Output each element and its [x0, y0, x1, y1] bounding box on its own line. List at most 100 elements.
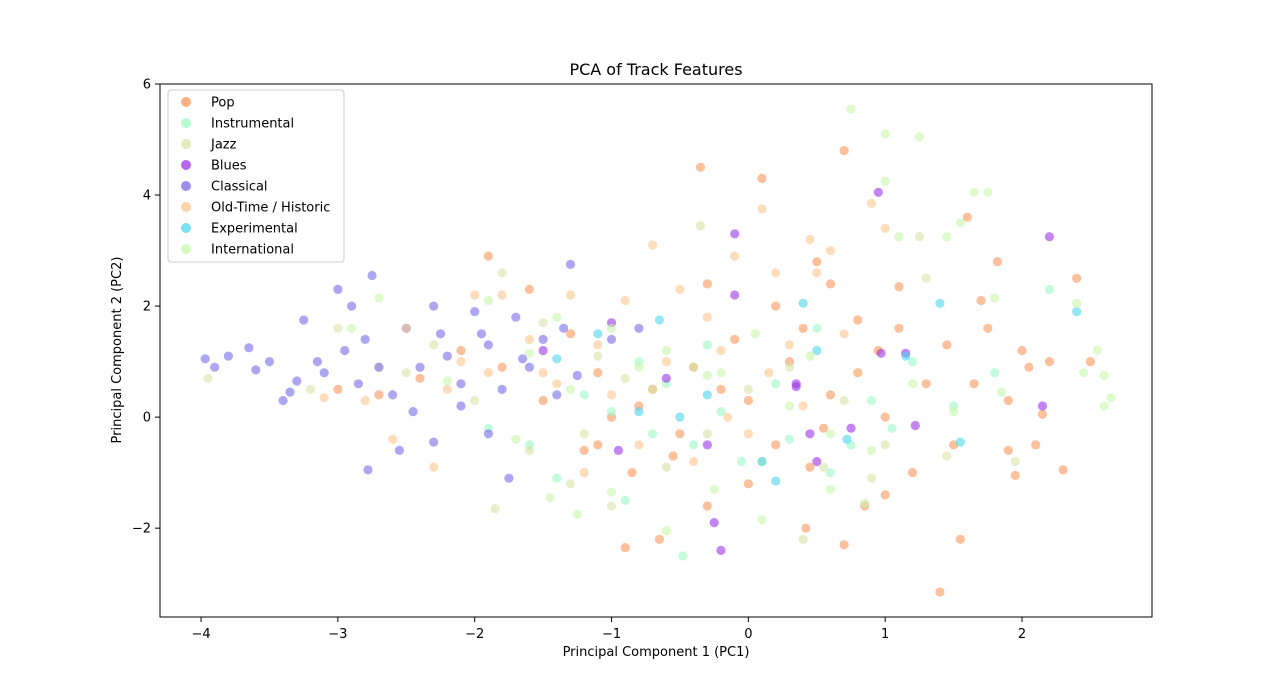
- data-point: [942, 232, 952, 242]
- data-point: [866, 198, 877, 208]
- series-pop: [333, 146, 1095, 597]
- data-point: [750, 329, 760, 339]
- data-point: [771, 268, 781, 278]
- data-point: [743, 429, 754, 439]
- data-point: [743, 395, 754, 406]
- data-point: [1044, 284, 1054, 294]
- data-point: [483, 295, 493, 306]
- data-point: [791, 382, 801, 392]
- data-point: [819, 462, 829, 472]
- data-point: [538, 345, 548, 356]
- legend-marker: [181, 202, 191, 212]
- data-point: [784, 401, 795, 411]
- data-point: [333, 384, 343, 394]
- y-tick-label: 2: [143, 300, 151, 315]
- data-point: [853, 315, 863, 325]
- data-point: [675, 429, 685, 439]
- data-point: [1079, 368, 1089, 378]
- data-point: [894, 282, 904, 292]
- data-point: [983, 187, 993, 197]
- data-point: [801, 523, 811, 533]
- data-point: [805, 351, 815, 361]
- data-point: [805, 462, 815, 472]
- data-point: [374, 293, 384, 303]
- data-point: [661, 357, 671, 367]
- series-jazz: [203, 221, 1020, 544]
- legend-label: Classical: [211, 180, 268, 195]
- data-point: [853, 368, 863, 378]
- data-point: [552, 379, 562, 389]
- data-point: [908, 357, 918, 367]
- data-point: [990, 293, 1000, 303]
- legend-label: Old-Time / Historic: [211, 201, 330, 216]
- data-point: [716, 384, 726, 394]
- data-point: [388, 434, 398, 444]
- data-point: [757, 456, 767, 467]
- legend-label: Pop: [211, 96, 235, 111]
- data-point: [942, 340, 952, 350]
- data-point: [620, 543, 630, 553]
- data-point: [921, 273, 931, 283]
- data-point: [689, 440, 699, 450]
- data-point: [702, 390, 712, 400]
- data-point: [613, 445, 624, 455]
- legend-label: Experimental: [211, 222, 298, 237]
- data-point: [702, 370, 712, 381]
- data-point: [1072, 307, 1082, 317]
- data-point: [579, 445, 589, 455]
- data-point: [1072, 273, 1082, 283]
- data-point: [771, 476, 781, 486]
- data-point: [593, 329, 603, 339]
- data-point: [846, 104, 856, 114]
- data-point: [1024, 362, 1034, 372]
- data-point: [593, 351, 603, 361]
- data-point: [702, 312, 712, 322]
- data-point: [456, 357, 466, 367]
- data-point: [363, 465, 373, 475]
- data-point: [648, 384, 658, 394]
- data-point: [1072, 298, 1082, 308]
- data-point: [319, 393, 329, 403]
- data-point: [771, 379, 781, 389]
- series-instrumental: [483, 284, 1054, 561]
- data-point: [456, 345, 466, 356]
- data-point: [839, 329, 849, 339]
- data-point: [805, 429, 815, 439]
- data-point: [415, 362, 425, 372]
- data-point: [497, 362, 507, 372]
- data-point: [367, 270, 377, 281]
- data-point: [695, 162, 706, 172]
- y-tick-label: 0: [143, 411, 151, 426]
- data-point: [654, 534, 665, 544]
- data-point: [661, 526, 671, 536]
- data-point: [497, 384, 507, 394]
- data-point: [1044, 232, 1054, 242]
- data-point: [901, 351, 911, 361]
- x-axis-label: Principal Component 1 (PC1): [563, 645, 750, 660]
- data-point: [470, 395, 480, 406]
- data-point: [825, 468, 836, 478]
- data-point: [552, 473, 562, 483]
- data-point: [839, 540, 849, 550]
- data-point: [264, 357, 275, 367]
- data-point: [805, 234, 815, 245]
- data-point: [798, 298, 808, 308]
- data-point: [675, 284, 685, 294]
- data-point: [620, 373, 630, 383]
- data-point: [880, 176, 890, 186]
- data-point: [572, 509, 582, 519]
- data-point: [429, 437, 439, 447]
- data-point: [812, 323, 822, 333]
- data-point: [880, 490, 890, 500]
- data-point: [524, 334, 535, 344]
- data-point: [524, 284, 535, 294]
- data-point: [442, 376, 452, 386]
- data-point: [842, 434, 852, 444]
- data-point: [429, 301, 439, 311]
- data-point: [401, 323, 411, 333]
- data-point: [784, 434, 795, 444]
- data-point: [483, 340, 493, 350]
- data-point: [723, 412, 733, 422]
- data-point: [347, 323, 357, 333]
